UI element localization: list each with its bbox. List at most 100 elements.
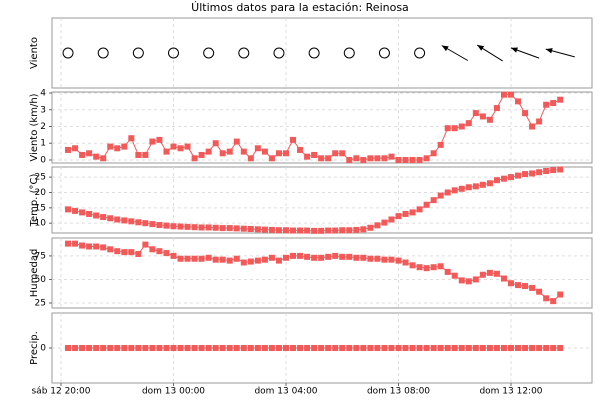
point xyxy=(283,150,289,157)
point xyxy=(304,227,311,234)
point xyxy=(508,280,514,287)
point xyxy=(381,256,388,263)
point xyxy=(135,345,142,351)
point xyxy=(121,249,128,256)
point xyxy=(156,248,163,255)
point xyxy=(93,345,100,351)
point xyxy=(332,150,339,157)
point xyxy=(219,150,226,157)
point xyxy=(268,155,275,162)
point xyxy=(332,345,339,351)
point xyxy=(423,201,430,208)
point xyxy=(275,150,282,157)
point xyxy=(388,256,395,263)
point xyxy=(149,221,156,228)
point xyxy=(472,276,479,283)
point xyxy=(275,345,282,351)
point xyxy=(268,254,275,261)
calm-marker xyxy=(238,47,250,59)
point xyxy=(79,151,86,158)
point xyxy=(458,185,465,192)
point xyxy=(339,253,346,260)
point xyxy=(135,251,142,258)
point xyxy=(114,345,121,351)
point xyxy=(353,226,360,233)
point xyxy=(65,146,72,153)
point xyxy=(543,295,550,302)
point xyxy=(254,345,261,351)
point xyxy=(409,156,416,163)
point xyxy=(402,156,409,163)
y-tick-label: 4 xyxy=(40,89,46,99)
y-tick-label: 15 xyxy=(35,203,46,213)
point xyxy=(486,269,493,276)
point xyxy=(395,213,402,220)
point xyxy=(184,345,191,351)
calm-marker xyxy=(343,47,355,59)
wind-arrow xyxy=(476,44,503,62)
y-axis-label: Viento xyxy=(29,37,40,69)
point xyxy=(79,242,86,249)
point xyxy=(86,150,93,157)
point xyxy=(100,214,107,221)
point xyxy=(311,254,318,261)
point xyxy=(472,183,479,190)
y-axis-label: Temp. (°C) xyxy=(29,174,40,228)
point xyxy=(191,345,198,351)
point xyxy=(381,155,388,162)
point xyxy=(318,227,325,234)
point xyxy=(367,345,374,351)
point xyxy=(163,250,170,257)
point xyxy=(297,345,304,351)
point xyxy=(114,145,121,152)
point xyxy=(114,248,121,255)
point xyxy=(128,218,135,225)
point xyxy=(205,254,212,261)
point xyxy=(142,151,149,158)
point xyxy=(198,255,205,262)
point xyxy=(409,345,416,351)
point xyxy=(261,345,268,351)
point xyxy=(515,345,522,351)
point xyxy=(311,227,318,234)
point xyxy=(479,181,486,188)
point xyxy=(374,222,381,229)
calm-marker xyxy=(273,47,285,59)
point xyxy=(508,91,514,98)
point xyxy=(536,288,543,295)
point xyxy=(156,136,163,143)
point xyxy=(409,262,416,269)
point xyxy=(318,155,325,162)
y-axis-label: Precip. xyxy=(29,331,40,365)
point xyxy=(205,224,212,231)
point xyxy=(86,345,93,351)
point xyxy=(268,345,275,351)
point xyxy=(290,252,297,259)
point xyxy=(86,210,93,217)
point xyxy=(205,345,212,351)
point xyxy=(170,345,177,351)
point xyxy=(72,240,79,247)
point xyxy=(163,222,170,229)
panel xyxy=(51,17,593,89)
point xyxy=(226,148,233,155)
point xyxy=(416,264,423,271)
point xyxy=(128,249,135,256)
point xyxy=(163,345,170,351)
point xyxy=(261,256,268,263)
point xyxy=(479,271,486,278)
point xyxy=(304,253,311,260)
point xyxy=(184,223,191,230)
point xyxy=(522,110,529,117)
wind-arrow xyxy=(441,45,468,61)
point xyxy=(184,143,191,150)
point xyxy=(465,120,472,127)
point xyxy=(107,246,114,253)
y-tick-label: 75 xyxy=(35,251,46,261)
point xyxy=(388,345,395,351)
point xyxy=(479,113,486,120)
point xyxy=(367,224,374,231)
point xyxy=(508,345,514,351)
